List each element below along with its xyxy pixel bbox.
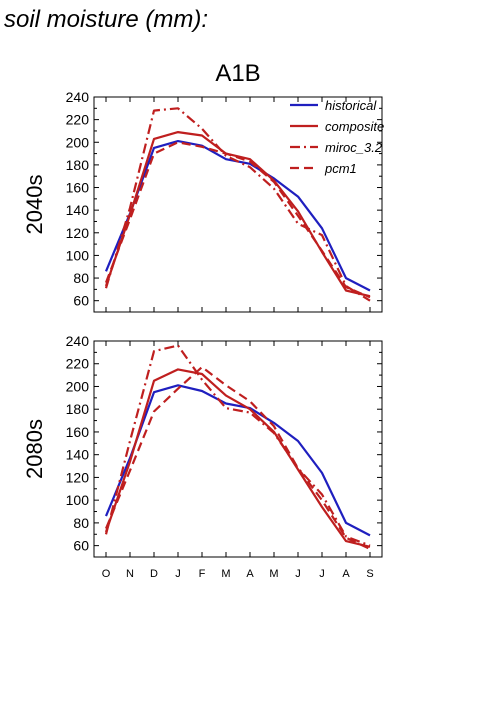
x-tick-label: M bbox=[269, 568, 278, 580]
y-tick-label: 120 bbox=[66, 225, 90, 241]
plot-frame bbox=[93, 340, 383, 558]
y-tick-label: 60 bbox=[73, 538, 89, 554]
panel-label: 2080s bbox=[22, 419, 47, 479]
y-tick-label: 120 bbox=[66, 469, 90, 485]
y-tick-label: 240 bbox=[66, 89, 90, 105]
panel-label: 2040s bbox=[22, 175, 47, 235]
x-tick-label: M bbox=[221, 568, 230, 580]
x-tick-label: A bbox=[246, 568, 254, 580]
y-tick-label: 180 bbox=[66, 401, 90, 417]
series-line-pcm1 bbox=[104, 141, 371, 299]
x-tick-label: J bbox=[319, 568, 325, 580]
series-line-historical bbox=[104, 384, 371, 537]
y-tick-label: 140 bbox=[66, 447, 90, 463]
x-tick-label: N bbox=[126, 568, 134, 580]
series-line-pcm1 bbox=[104, 366, 371, 550]
legend-label: composite bbox=[325, 119, 384, 134]
y-tick-label: 220 bbox=[66, 112, 90, 128]
x-tick-label: O bbox=[102, 568, 111, 580]
series-line-composite bbox=[104, 368, 371, 548]
x-tick-label: F bbox=[199, 568, 206, 580]
y-tick-label: 200 bbox=[66, 378, 90, 394]
y-tick-label: 100 bbox=[66, 247, 90, 263]
y-tick-label: 140 bbox=[66, 202, 90, 218]
legend-label: pcm1 bbox=[324, 161, 357, 176]
legend: historical composite miroc_3.2 pcm1 bbox=[290, 98, 384, 176]
y-tick-label: 200 bbox=[66, 134, 90, 150]
panel-2040s: 60 80 100 120 140 160 180 200 220 240 2040s bbox=[22, 89, 383, 313]
y-tick-label: 100 bbox=[66, 492, 90, 508]
y-tick-label: 160 bbox=[66, 424, 90, 440]
x-tick-label: D bbox=[150, 568, 158, 580]
y-tick-label: 60 bbox=[73, 293, 89, 309]
legend-label: miroc_3.2 bbox=[325, 140, 383, 155]
y-tick-label: 220 bbox=[66, 356, 90, 372]
x-tick-label: J bbox=[295, 568, 301, 580]
series-line-miroc-3-2 bbox=[104, 344, 371, 547]
y-tick-label: 80 bbox=[73, 515, 89, 531]
series-line-miroc-3-2 bbox=[104, 107, 371, 302]
y-tick-label: 180 bbox=[66, 157, 90, 173]
y-tick-label: 80 bbox=[73, 270, 89, 286]
chart-title: A1B bbox=[215, 60, 260, 87]
x-tick-label: A bbox=[342, 568, 350, 580]
plot-frame bbox=[93, 96, 383, 313]
y-tick-label: 160 bbox=[66, 180, 90, 196]
x-tick-label: J bbox=[175, 568, 181, 580]
page-title: soil moisture (mm): bbox=[4, 6, 208, 33]
y-tick-label: 240 bbox=[66, 333, 90, 349]
legend-label: historical bbox=[325, 98, 377, 113]
panel-2080s: 60 80 100 120 140 160 180 200 220 240 2080s bbox=[22, 333, 383, 558]
x-tick-label: S bbox=[366, 568, 373, 580]
